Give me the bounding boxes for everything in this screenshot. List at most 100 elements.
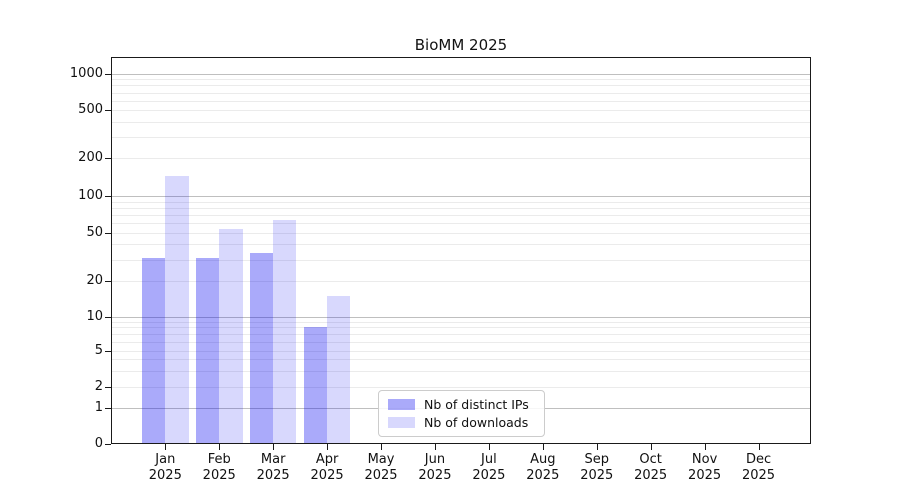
y-tick-0 <box>105 444 111 445</box>
y-tick-500 <box>105 110 111 111</box>
x-label-year: 2025 <box>418 467 452 483</box>
major-gridline-1000 <box>112 73 810 75</box>
major-gridline-10 <box>112 316 810 318</box>
y-tick-label-50: 50 <box>86 224 103 240</box>
legend-row-distinct-ips: Nb of distinct IPs <box>388 397 535 412</box>
minor-gridline-3 <box>112 370 810 372</box>
minor-gridline-700 <box>112 92 810 94</box>
bar-downloads-feb <box>219 228 243 443</box>
bar-distinct-ips-mar <box>249 253 274 443</box>
legend-row-downloads: Nb of downloads <box>388 415 535 430</box>
x-label-year: 2025 <box>634 467 668 483</box>
legend-swatch-downloads <box>388 417 415 429</box>
y-tick-label-100: 100 <box>78 188 103 203</box>
x-tick-oct <box>651 444 652 450</box>
x-tick-label-mar: Mar 2025 <box>233 452 313 483</box>
x-label-month: Apr <box>315 452 339 467</box>
x-tick-jun <box>435 444 436 450</box>
y-tick-label-1000: 1000 <box>69 65 103 81</box>
x-label-year: 2025 <box>202 467 236 483</box>
bar-distinct-ips-apr <box>303 327 328 443</box>
minor-gridline-60 <box>112 223 810 225</box>
x-tick-label-aug: Aug 2025 <box>503 452 583 483</box>
x-tick-label-nov: Nov 2025 <box>665 452 745 483</box>
x-tick-label-apr: Apr 2025 <box>287 452 367 483</box>
y-tick-2 <box>105 387 111 388</box>
y-tick-label-20: 20 <box>86 273 103 288</box>
legend-swatch-distinct-ips <box>388 398 415 410</box>
legend-label-distinct-ips: Nb of distinct IPs <box>424 396 529 412</box>
y-tick-label-2: 2 <box>94 378 103 394</box>
y-tick-100 <box>105 196 111 197</box>
y-tick-label-0: 0 <box>94 435 103 451</box>
y-tick-1 <box>105 408 111 409</box>
minor-gridline-7 <box>112 333 810 335</box>
bar-downloads-mar <box>273 220 297 443</box>
y-tick-label-1: 1 <box>94 399 103 415</box>
x-tick-label-dec: Dec 2025 <box>719 452 799 483</box>
minor-gridline-40 <box>112 244 810 246</box>
y-tick-10 <box>105 317 111 318</box>
x-tick-jul <box>489 444 490 450</box>
minor-gridline-70 <box>112 214 810 216</box>
bar-downloads-jan <box>165 175 189 443</box>
x-tick-label-oct: Oct 2025 <box>611 452 691 483</box>
bottom-spine <box>111 443 811 444</box>
x-tick-label-sep: Sep 2025 <box>557 452 637 483</box>
legend: Nb of distinct IPs Nb of downloads <box>378 390 545 437</box>
x-label-month: Sep <box>584 452 609 467</box>
x-tick-label-may: May 2025 <box>341 452 421 483</box>
plot-area <box>112 57 810 443</box>
x-label-month: Dec <box>745 452 772 467</box>
bar-distinct-ips-jan <box>142 257 166 443</box>
x-label-month: May <box>367 452 395 467</box>
x-tick-apr <box>327 444 328 450</box>
minor-gridline-400 <box>112 121 810 123</box>
x-label-month: Mar <box>260 452 286 467</box>
y-tick-1000 <box>105 74 111 75</box>
y-tick-50 <box>105 233 111 234</box>
x-label-month: Oct <box>639 452 662 467</box>
chart-title: BioMM 2025 <box>414 36 508 54</box>
legend-label-downloads: Nb of downloads <box>424 415 529 431</box>
x-label-year: 2025 <box>310 467 344 483</box>
minor-gridline-80 <box>112 207 810 209</box>
x-label-month: Jun <box>424 452 446 467</box>
x-tick-dec <box>759 444 760 450</box>
x-label-year: 2025 <box>148 467 182 483</box>
bar-downloads-apr <box>327 295 351 443</box>
x-label-year: 2025 <box>580 467 614 483</box>
x-tick-label-jan: Jan 2025 <box>125 452 205 483</box>
x-tick-may <box>381 444 382 450</box>
x-label-year: 2025 <box>526 467 560 483</box>
x-label-year: 2025 <box>688 467 722 483</box>
minor-gridline-800 <box>112 85 810 87</box>
top-spine <box>111 57 811 58</box>
bar-distinct-ips-feb <box>195 257 220 443</box>
y-tick-label-10: 10 <box>86 308 103 324</box>
minor-gridline-20 <box>112 281 810 282</box>
minor-gridline-5 <box>112 350 810 352</box>
left-spine <box>111 57 112 444</box>
y-tick-label-5: 5 <box>94 342 103 358</box>
x-label-year: 2025 <box>256 467 290 483</box>
x-label-month: Feb <box>207 452 231 467</box>
y-tick-20 <box>105 281 111 282</box>
x-label-year: 2025 <box>364 467 398 483</box>
x-label-month: Aug <box>530 452 556 467</box>
x-tick-aug <box>543 444 544 450</box>
x-tick-label-jul: Jul 2025 <box>449 452 529 483</box>
x-label-month: Jan <box>155 452 176 467</box>
minor-gridline-9 <box>112 321 810 323</box>
x-tick-sep <box>597 444 598 450</box>
major-gridline-100 <box>112 196 810 197</box>
y-tick-200 <box>105 158 111 159</box>
minor-gridline-600 <box>112 100 810 102</box>
minor-gridline-6 <box>112 341 810 343</box>
x-tick-mar <box>273 444 274 450</box>
minor-gridline-50 <box>112 232 810 234</box>
minor-gridline-90 <box>112 201 810 203</box>
x-label-month: Nov <box>691 452 718 467</box>
minor-gridline-4 <box>112 359 810 361</box>
